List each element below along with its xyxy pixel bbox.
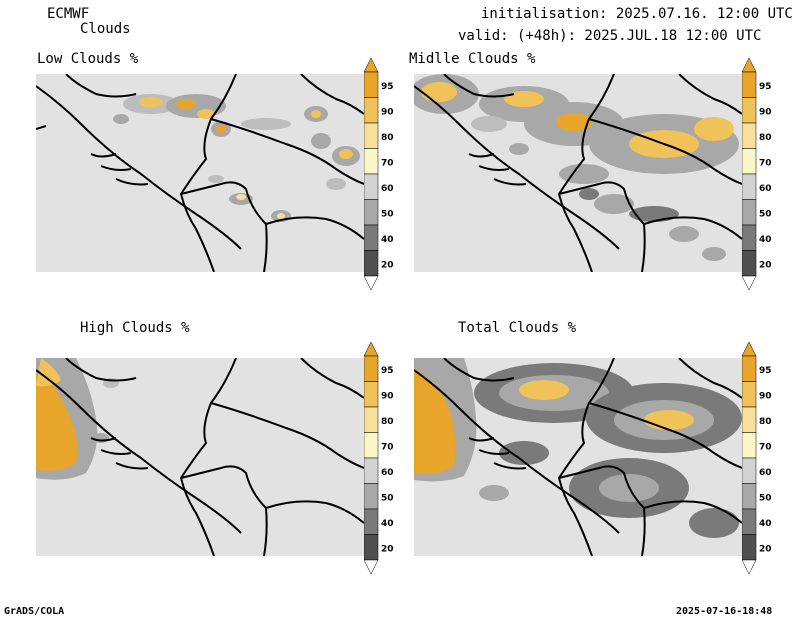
colorbar-high: 95 90 80 70 60 50 40 20 [364, 342, 394, 575]
colorbar-label: 80 [381, 133, 394, 143]
borders-middle [414, 74, 742, 272]
colorbar-label: 70 [381, 442, 394, 452]
colorbar-top-arrow [742, 58, 757, 73]
colorbar-label: 90 [381, 391, 394, 401]
colorbar-label: 80 [759, 417, 772, 427]
colorbar-bottom-arrow [364, 275, 379, 291]
colorbar-label: 90 [759, 391, 772, 401]
footer-timestamp: 2025-07-16-18:48 [676, 606, 773, 617]
map-low-clouds [36, 74, 364, 272]
colorbar-segment [364, 148, 379, 175]
colorbar-label: 40 [759, 235, 772, 245]
colorbar-label: 60 [759, 184, 772, 194]
colorbar-segment [364, 483, 379, 510]
colorbar-label: 20 [759, 544, 772, 554]
cloud-patches-low [113, 94, 360, 222]
colorbar-segment [742, 355, 757, 382]
colorbar-label: 40 [759, 519, 772, 529]
colorbar-segment [364, 406, 379, 433]
borders-high [36, 358, 364, 556]
colorbar-segment [364, 381, 379, 408]
colorbar-label: 70 [381, 158, 394, 168]
colorbar-segment [364, 457, 379, 484]
colorbar-low: 95 90 80 70 60 50 40 20 [364, 58, 394, 291]
cloud-patches-high [36, 358, 119, 480]
map-middle-clouds [414, 74, 742, 272]
colorbar-label: 40 [381, 235, 394, 245]
footer-software: GrADS/COLA [4, 606, 65, 617]
colorbar-bottom-arrow [364, 559, 379, 575]
colorbar-segment [742, 534, 757, 561]
model-label: ECMWF [47, 6, 90, 22]
colorbar-label: 50 [381, 209, 394, 219]
colorbar-label: 60 [381, 184, 394, 194]
colorbar-middle: 95 90 80 70 60 50 40 20 [742, 58, 772, 291]
colorbar-segment [364, 250, 379, 277]
colorbar-label: 80 [381, 417, 394, 427]
colorbar-segment [742, 406, 757, 433]
colorbar-label: 50 [759, 209, 772, 219]
colorbar-label: 50 [759, 493, 772, 503]
colorbar-label: 40 [381, 519, 394, 529]
colorbar-segment [364, 432, 379, 459]
colorbar-segment [364, 97, 379, 124]
initialisation-label: initialisation: 2025.07.16. 12:00 UTC [481, 6, 793, 22]
colorbar-segment [742, 224, 757, 251]
colorbar-segment [364, 199, 379, 226]
colorbar-label: 95 [381, 82, 394, 92]
colorbar-segment [364, 122, 379, 149]
colorbar-label: 20 [381, 260, 394, 270]
colorbar-label: 90 [759, 107, 772, 117]
map-total-clouds [414, 358, 742, 556]
colorbar-segment [364, 534, 379, 561]
colorbar-label: 95 [381, 366, 394, 376]
colorbar-top-arrow [742, 342, 757, 357]
valid-time-label: valid: (+48h): 2025.JUL.18 12:00 UTC [458, 28, 762, 44]
colorbar-segment [742, 173, 757, 200]
colorbar-segment [742, 457, 757, 484]
colorbar-bottom-arrow [742, 559, 757, 575]
colorbar-label: 50 [381, 493, 394, 503]
colorbar-label: 60 [381, 468, 394, 478]
colorbar-label: 95 [759, 82, 772, 92]
panel-title-low: Low Clouds % [37, 51, 139, 67]
borders-low [36, 74, 364, 272]
colorbar-label: 20 [759, 260, 772, 270]
colorbar-total: 95 90 80 70 60 50 40 20 [742, 342, 772, 575]
colorbar-segment [742, 250, 757, 277]
colorbar-label: 60 [759, 468, 772, 478]
panel-title-total: Total Clouds % [458, 320, 577, 336]
map-high-clouds [36, 358, 364, 556]
colorbar-top-arrow [364, 58, 379, 73]
colorbar-segment [742, 483, 757, 510]
colorbar-segment [742, 508, 757, 535]
colorbar-label: 80 [759, 133, 772, 143]
colorbar-segment [742, 97, 757, 124]
colorbar-segment [742, 381, 757, 408]
colorbar-label: 20 [381, 544, 394, 554]
colorbar-segment [364, 508, 379, 535]
colorbar-label: 95 [759, 366, 772, 376]
colorbar-segment [742, 148, 757, 175]
colorbar-segment [742, 199, 757, 226]
colorbar-segment [364, 224, 379, 251]
panel-title-middle: Midlle Clouds % [409, 51, 536, 67]
colorbar-label: 70 [759, 442, 772, 452]
colorbar-top-arrow [364, 342, 379, 357]
colorbar-segment [364, 71, 379, 98]
colorbar-segment [742, 432, 757, 459]
colorbar-label: 90 [381, 107, 394, 117]
colorbar-segment [364, 173, 379, 200]
borders-total [414, 358, 742, 556]
panel-title-high: High Clouds % [80, 320, 190, 336]
colorbar-segment [742, 71, 757, 98]
product-label: Clouds [80, 21, 131, 37]
colorbar-segment [742, 122, 757, 149]
colorbar-segment [364, 355, 379, 382]
colorbar-label: 70 [759, 158, 772, 168]
colorbar-bottom-arrow [742, 275, 757, 291]
